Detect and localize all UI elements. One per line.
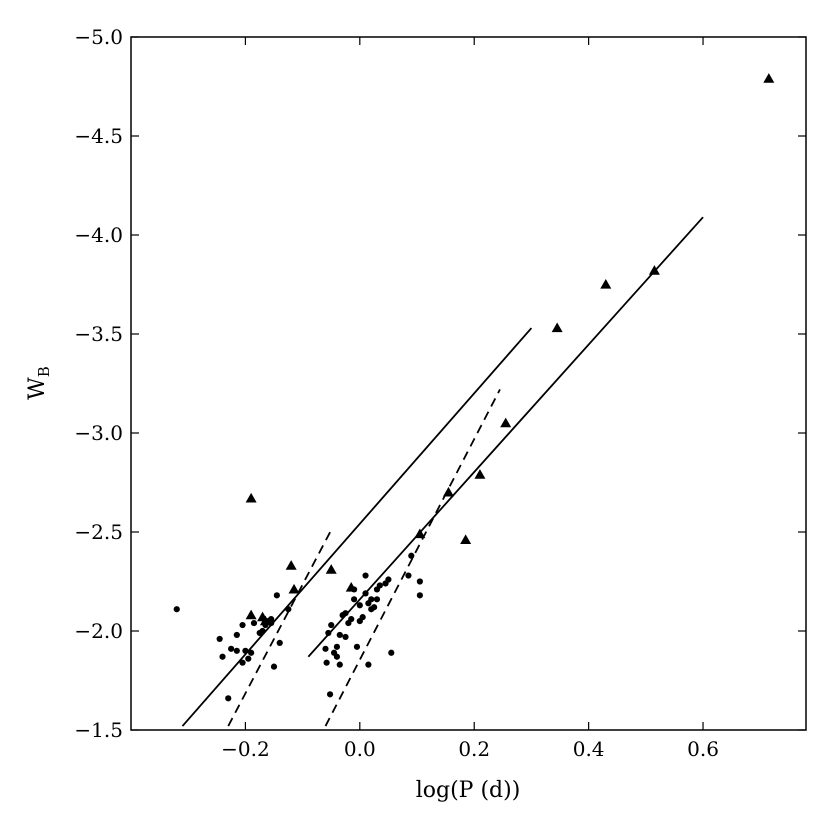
x-tick-label-1: −0.2 — [221, 737, 270, 761]
circle-point-45 — [362, 590, 369, 597]
y-tick-label-6: −4.0 — [74, 223, 123, 247]
triangle-point-14 — [551, 322, 563, 333]
circle-point-30 — [333, 643, 341, 650]
circle-point-20 — [270, 663, 278, 670]
triangle-point-13 — [500, 417, 512, 428]
y-axis-label: WB — [25, 366, 53, 400]
triangle-point-4 — [259, 615, 271, 626]
circle-point-48 — [365, 661, 372, 668]
circle-point-15 — [259, 627, 266, 635]
triangle-point-8 — [345, 581, 357, 592]
circle-point-31 — [333, 653, 341, 660]
triangle-point-16 — [648, 265, 660, 275]
circle-point-6 — [233, 647, 240, 654]
circle-point-22 — [276, 639, 283, 646]
solid-fit-line-2 — [307, 216, 704, 658]
circle-point-54 — [376, 582, 383, 589]
circle-point-56 — [385, 576, 392, 583]
circle-point-43 — [356, 602, 363, 609]
y-tick-label-4: −3.0 — [74, 421, 123, 445]
circle-point-7 — [233, 631, 240, 639]
circle-point-28 — [328, 621, 335, 629]
y-tick-label-3: −2.5 — [74, 520, 123, 544]
circle-point-33 — [336, 631, 343, 639]
circle-point-60 — [416, 592, 423, 599]
triangle-point-11 — [460, 534, 472, 545]
circle-point-12 — [248, 649, 255, 656]
triangle-point-7 — [325, 564, 337, 574]
triangle-point-10 — [442, 486, 454, 497]
y-tick-label-5: −3.5 — [74, 322, 123, 346]
circle-point-59 — [408, 552, 415, 559]
circle-point-9 — [239, 621, 246, 629]
y-tick-label-8: −5.0 — [74, 25, 123, 49]
circle-point-3 — [219, 653, 226, 660]
circle-point-1 — [173, 606, 180, 613]
y-axis-label-subscript: B — [35, 366, 53, 377]
ticks-layer: −0.2 0.0 0.2 0.4 0.6 −1.5 −2.0 −2.5 −3.0 −3.5 −4.0… — [74, 25, 806, 761]
circle-point-10 — [242, 647, 249, 654]
circle-point-19 — [268, 616, 275, 623]
x-tick-label-2: 0.0 — [344, 737, 376, 761]
x-tick-label-3: 0.2 — [458, 737, 490, 761]
triangle-point-1 — [245, 492, 257, 503]
circle-point-23 — [285, 606, 292, 613]
circle-point-27 — [326, 691, 334, 698]
circle-point-38 — [348, 616, 355, 623]
circle-point-8 — [239, 659, 246, 666]
circle-point-5 — [228, 645, 235, 652]
triangle-point-12 — [474, 469, 486, 479]
circle-point-46 — [362, 572, 369, 579]
y-axis-label-main: W — [25, 377, 50, 400]
triangle-point-17 — [763, 73, 775, 83]
circle-point-2 — [216, 635, 223, 643]
circle-point-21 — [273, 592, 280, 599]
triangle-point-2 — [245, 609, 257, 620]
circle-point-57 — [388, 649, 395, 656]
circle-point-24 — [322, 645, 329, 652]
circle-point-26 — [325, 629, 332, 637]
solid-fit-line-1 — [181, 327, 533, 727]
x-tick-label-5: 0.6 — [687, 737, 719, 761]
dashed-fit-line-3 — [227, 529, 333, 727]
plot-frame — [130, 36, 807, 731]
circle-point-13 — [250, 619, 258, 627]
circle-point-36 — [342, 610, 349, 617]
circle-point-61 — [416, 578, 423, 585]
circle-point-39 — [350, 596, 358, 603]
dashed-fit-line-4 — [324, 389, 501, 727]
circle-point-53 — [373, 596, 381, 603]
triangle-point-9 — [414, 528, 426, 539]
y-tick-label-1: −1.5 — [74, 718, 123, 742]
circle-point-41 — [353, 643, 361, 650]
y-tick-label-2: −2.0 — [74, 619, 123, 643]
circle-point-35 — [342, 633, 349, 641]
circle-point-58 — [405, 572, 412, 579]
y-tick-label-7: −4.5 — [74, 124, 123, 148]
triangle-point-6 — [288, 583, 300, 594]
circle-point-32 — [336, 661, 343, 668]
x-tick-label-4: 0.4 — [573, 737, 605, 761]
triangle-point-15 — [600, 279, 612, 289]
triangle-point-5 — [285, 560, 297, 570]
circle-point-4 — [225, 695, 232, 702]
marks-layer — [173, 73, 775, 727]
circle-point-49 — [368, 596, 375, 603]
circle-point-44 — [359, 614, 366, 621]
circle-point-25 — [323, 659, 330, 666]
circle-point-51 — [371, 604, 378, 611]
x-axis-label: log(P (d)) — [416, 778, 521, 803]
circle-point-11 — [245, 655, 252, 662]
